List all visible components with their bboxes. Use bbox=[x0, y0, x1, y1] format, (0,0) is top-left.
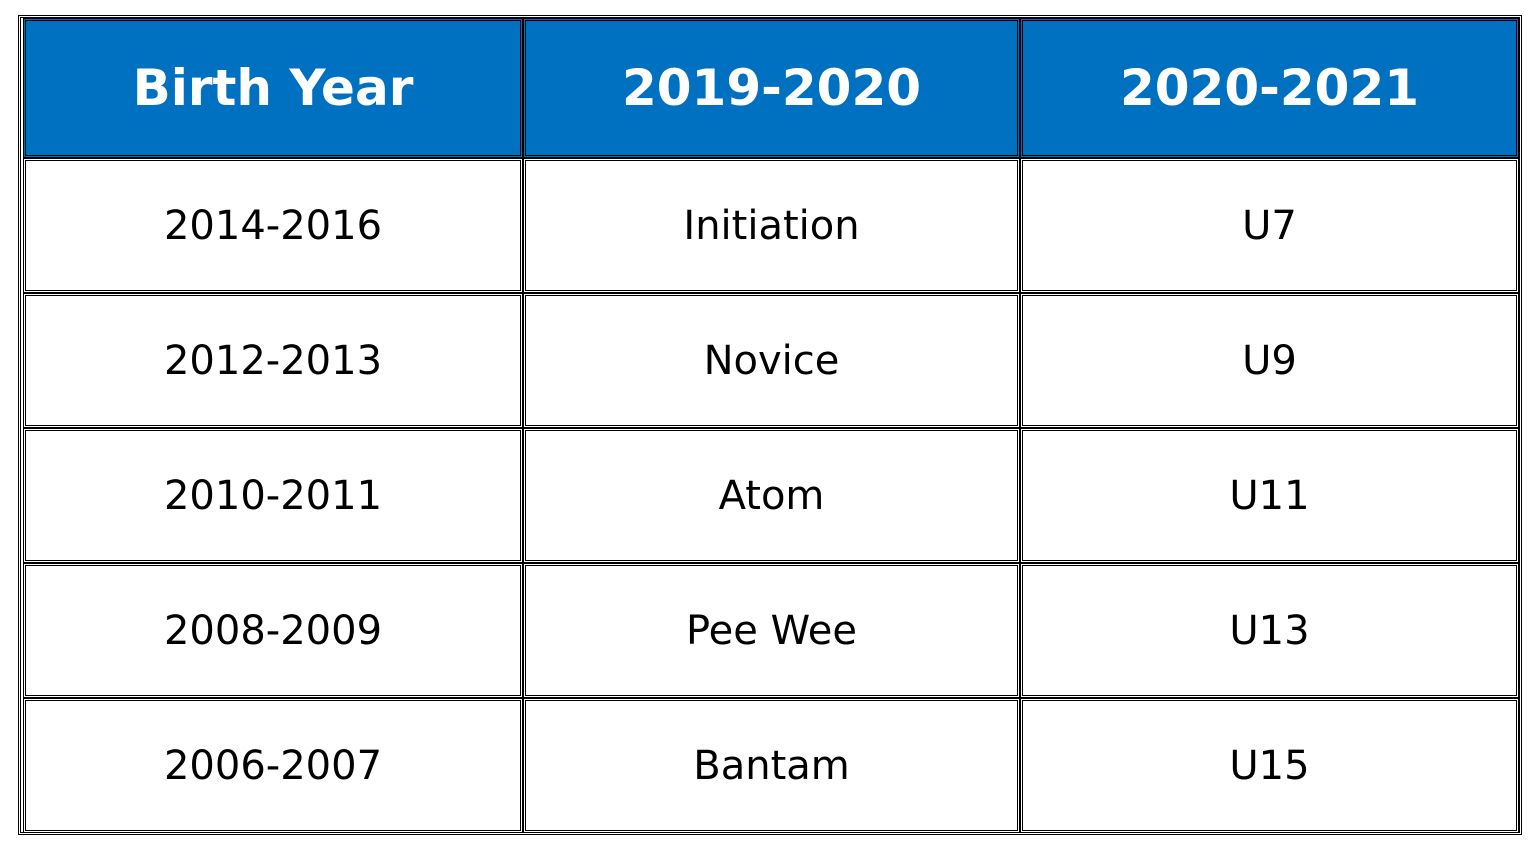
table-cell: U7 bbox=[1020, 158, 1519, 293]
table-cell: Novice bbox=[523, 293, 1020, 428]
table-cell: U13 bbox=[1020, 563, 1519, 698]
table-cell: Atom bbox=[523, 428, 1020, 563]
table-cell: Pee Wee bbox=[523, 563, 1020, 698]
table-cell: Initiation bbox=[523, 158, 1020, 293]
table: Birth Year 2019-2020 2020-2021 2014-2016 Ini… bbox=[18, 15, 1522, 835]
table-cell: Bantam bbox=[523, 698, 1020, 833]
header-cell: 2020-2021 bbox=[1020, 18, 1519, 158]
header-cell: Birth Year bbox=[23, 18, 523, 158]
header-cell: 2019-2020 bbox=[523, 18, 1020, 158]
table-cell: 2006-2007 bbox=[23, 698, 523, 833]
table-cell: 2008-2009 bbox=[23, 563, 523, 698]
table-cell: U11 bbox=[1020, 428, 1519, 563]
table-cell: 2012-2013 bbox=[23, 293, 523, 428]
table-cell: U15 bbox=[1020, 698, 1519, 833]
table-cell: U9 bbox=[1020, 293, 1519, 428]
table-cell: 2014-2016 bbox=[23, 158, 523, 293]
table-cell: 2010-2011 bbox=[23, 428, 523, 563]
